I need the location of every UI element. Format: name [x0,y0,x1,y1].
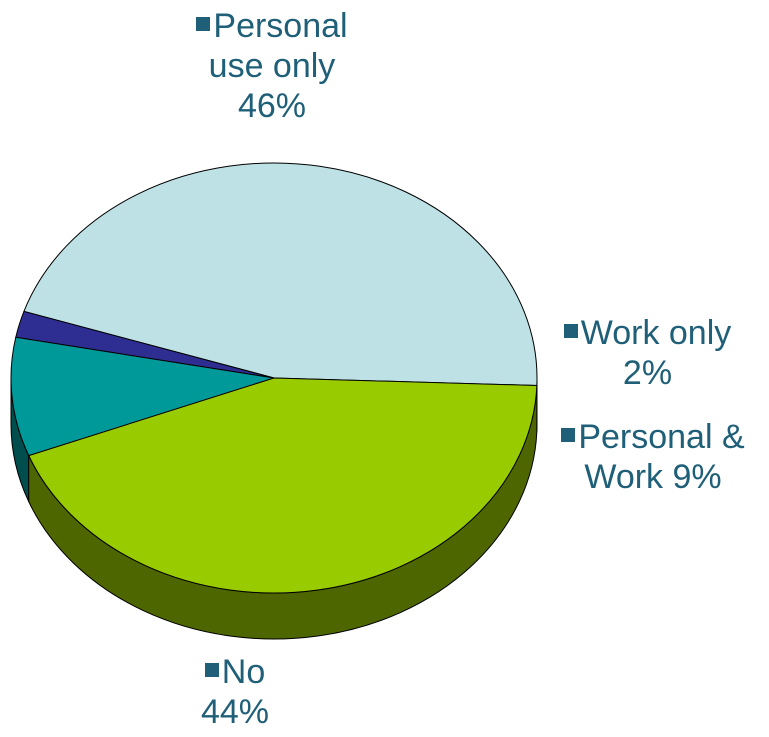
label-marker [204,663,219,677]
label-marker [563,324,578,338]
label-personal-use-only: Personal use only 46% [172,6,372,126]
label-no-line1: No [221,653,266,691]
label-work-only-pct: 2% [622,354,673,392]
label-personal-use-only-line2: use only [208,47,336,85]
label-work-only: Work only 2% [545,313,750,393]
label-work-only-line1: Work only [580,314,732,352]
label-personal-and-work-line1: Personal & [578,418,745,456]
pie-slices [10,162,538,594]
label-personal-use-only-line1: Personal [213,7,348,45]
pie-slice-no [28,377,538,594]
pie-slice-personal-use-only [23,162,538,387]
label-no-pct: 44% [200,693,270,731]
label-personal-and-work-line2: Work 9% [584,458,722,496]
label-marker [561,428,576,442]
label-marker [196,17,211,31]
pie-slice-personal-work [10,336,275,457]
label-no: No 44% [180,652,290,732]
label-personal-use-only-pct: 46% [237,87,307,125]
label-personal-and-work: Personal & Work 9% [539,417,767,497]
